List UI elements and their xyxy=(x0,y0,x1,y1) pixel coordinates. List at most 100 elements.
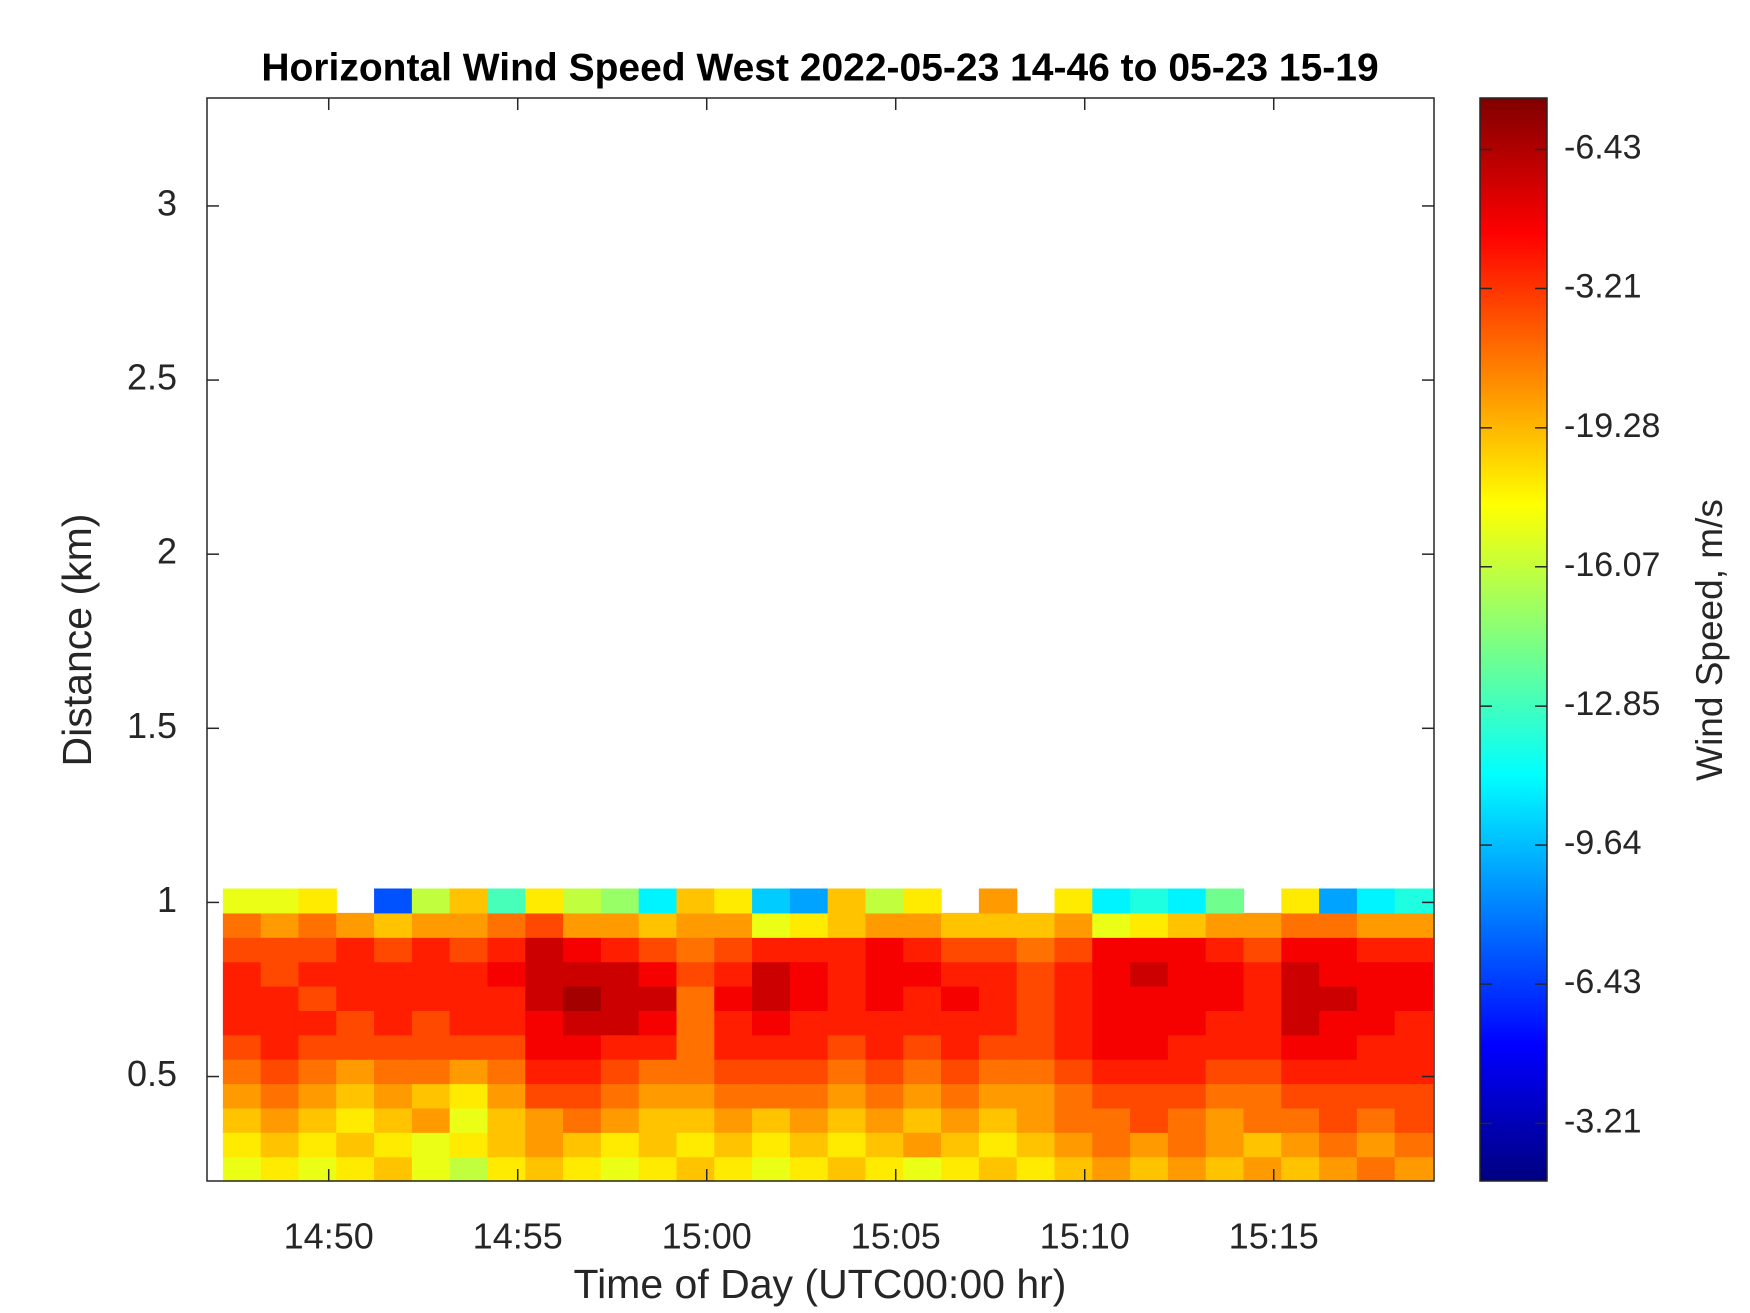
heatmap-cell xyxy=(563,961,602,987)
heatmap-cell xyxy=(978,1132,1018,1158)
heatmap-cell xyxy=(1167,888,1207,914)
heatmap-cell xyxy=(487,1010,526,1036)
heatmap-cell xyxy=(600,1156,640,1182)
heatmap-cell xyxy=(298,1156,337,1182)
heatmap-cell xyxy=(1054,1010,1093,1036)
heatmap-cell xyxy=(449,1083,489,1109)
heatmap-cell xyxy=(978,1010,1018,1036)
heatmap-cell xyxy=(752,1010,791,1036)
heatmap-cell xyxy=(827,888,867,914)
heatmap-cell xyxy=(600,912,640,938)
heatmap-cell xyxy=(789,912,829,938)
heatmap-cell xyxy=(676,1107,715,1133)
heatmap-cell xyxy=(676,1132,715,1158)
heatmap-cell xyxy=(638,1083,678,1109)
heatmap-cell xyxy=(298,985,337,1011)
heatmap-cell xyxy=(336,961,375,987)
heatmap-cell xyxy=(978,1107,1018,1133)
heatmap-cell xyxy=(1092,1010,1131,1036)
heatmap-cell xyxy=(1243,1132,1282,1158)
heatmap-cell xyxy=(298,1010,337,1036)
heatmap-cell xyxy=(941,985,980,1011)
heatmap-cell xyxy=(789,888,829,914)
heatmap-cell xyxy=(1092,1034,1131,1060)
heatmap-cell xyxy=(411,937,451,963)
heatmap-cell xyxy=(827,985,867,1011)
heatmap-cell xyxy=(260,1132,300,1158)
heatmap-cell xyxy=(563,912,602,938)
heatmap-cell xyxy=(487,1132,526,1158)
heatmap-cell xyxy=(752,1059,791,1085)
heatmap-cell xyxy=(941,1156,980,1182)
heatmap-cell xyxy=(222,1059,262,1085)
heatmap-cell xyxy=(1167,937,1207,963)
heatmap-cell xyxy=(1281,1010,1320,1036)
heatmap-cell xyxy=(978,912,1018,938)
heatmap-cell xyxy=(1205,1010,1245,1036)
heatmap-cell xyxy=(222,937,262,963)
heatmap-cell xyxy=(600,961,640,987)
heatmap-cell xyxy=(1205,985,1245,1011)
heatmap-cell xyxy=(1054,1083,1093,1109)
heatmap-cell xyxy=(563,937,602,963)
heatmap-cell xyxy=(336,1132,375,1158)
heatmap-cell xyxy=(525,1132,564,1158)
heatmap-cell xyxy=(1281,888,1320,914)
heatmap-cell xyxy=(298,937,337,963)
heatmap-cell xyxy=(411,912,451,938)
heatmap-cell xyxy=(827,961,867,987)
heatmap-cell xyxy=(1319,888,1358,914)
heatmap-cell xyxy=(978,985,1018,1011)
heatmap-cell xyxy=(449,1156,489,1182)
heatmap-cell xyxy=(1130,912,1169,938)
heatmap-cell xyxy=(1205,1156,1245,1182)
heatmap-cell xyxy=(865,985,904,1011)
heatmap-cell xyxy=(1243,1059,1282,1085)
heatmap-cell xyxy=(298,912,337,938)
colorbar-tick-label: -16.07 xyxy=(1564,546,1660,584)
heatmap-cell xyxy=(1167,1059,1207,1085)
heatmap-cell xyxy=(374,912,413,938)
colorbar-tick-label: -12.85 xyxy=(1564,685,1660,723)
heatmap-cell xyxy=(222,1132,262,1158)
heatmap-cell xyxy=(941,1034,980,1060)
heatmap-cell xyxy=(1205,1107,1245,1133)
heatmap-cell xyxy=(1092,888,1131,914)
heatmap-cell xyxy=(222,1107,262,1133)
heatmap-cell xyxy=(449,937,489,963)
heatmap-cell xyxy=(714,1083,753,1109)
heatmap-cell xyxy=(1319,1156,1358,1182)
heatmap-cell xyxy=(260,985,300,1011)
heatmap-cell xyxy=(1130,1059,1169,1085)
heatmap-cell xyxy=(638,961,678,987)
heatmap-cell xyxy=(1016,961,1056,987)
heatmap-cell xyxy=(1167,1132,1207,1158)
y-tick-label: 2 xyxy=(157,531,177,572)
heatmap-cell xyxy=(374,961,413,987)
heatmap-cell xyxy=(449,1059,489,1085)
heatmap-cell xyxy=(1054,1132,1093,1158)
heatmap-cell xyxy=(563,1107,602,1133)
heatmap-cell xyxy=(638,888,678,914)
heatmap-cell xyxy=(1394,985,1434,1011)
colorbar-label: Wind Speed, m/s xyxy=(1689,499,1730,781)
heatmap-cell xyxy=(600,888,640,914)
heatmap-cell xyxy=(1130,888,1169,914)
heatmap-cell xyxy=(1167,1107,1207,1133)
heatmap-cell xyxy=(827,937,867,963)
heatmap-cell xyxy=(600,1132,640,1158)
heatmap-cell xyxy=(1319,912,1358,938)
heatmap-cell xyxy=(1205,1059,1245,1085)
x-tick-label: 15:05 xyxy=(851,1216,941,1257)
heatmap-cell xyxy=(298,1083,337,1109)
heatmap-cell xyxy=(449,961,489,987)
heatmap-cell xyxy=(1016,1156,1056,1182)
heatmap-cell xyxy=(600,1083,640,1109)
heatmap-cell xyxy=(1092,1107,1131,1133)
heatmap-cell xyxy=(903,1107,942,1133)
heatmap-cell xyxy=(525,1083,564,1109)
heatmap-cell xyxy=(638,1132,678,1158)
heatmap-cell xyxy=(222,961,262,987)
heatmap-cell xyxy=(978,888,1018,914)
